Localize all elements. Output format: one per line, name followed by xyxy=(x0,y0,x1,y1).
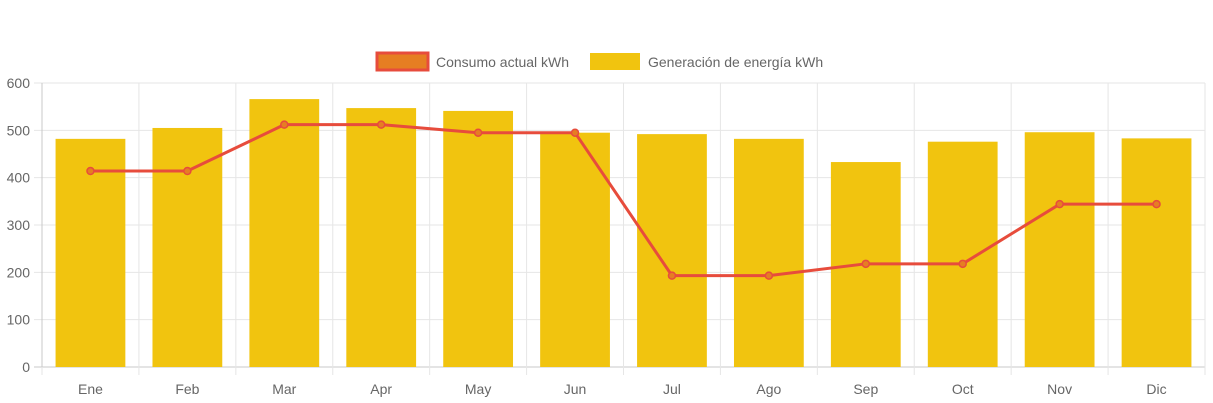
x-tick-label: Ene xyxy=(78,381,103,397)
bar-ago[interactable] xyxy=(733,138,804,367)
legend-label-generacion: Generación de energía kWh xyxy=(648,54,823,70)
x-tick-label: Feb xyxy=(175,381,199,397)
bar-feb[interactable] xyxy=(152,127,223,367)
x-tick-label: Oct xyxy=(952,381,974,397)
legend: Consumo actual kWh Generación de energía… xyxy=(375,51,823,72)
x-tick-label: Ago xyxy=(756,381,781,397)
legend-item-consumo[interactable]: Consumo actual kWh xyxy=(375,51,569,72)
y-tick-label: 600 xyxy=(7,75,31,91)
bar-oct[interactable] xyxy=(927,141,998,367)
x-tick-label: Apr xyxy=(370,381,392,397)
consumo-point-nov[interactable] xyxy=(1055,199,1064,209)
consumo-point-apr[interactable] xyxy=(376,120,386,129)
consumo-point-mar[interactable] xyxy=(280,120,289,129)
x-tick-label: Jul xyxy=(663,381,681,397)
consumo-point-jul[interactable] xyxy=(667,271,677,280)
bar-ene[interactable] xyxy=(55,138,126,367)
x-tick-label: Nov xyxy=(1047,381,1072,397)
bar-series-generacion xyxy=(55,99,1192,368)
legend-label-consumo: Consumo actual kWh xyxy=(436,54,569,70)
consumo-point-ago[interactable] xyxy=(764,271,774,280)
y-tick-label: 500 xyxy=(7,122,31,138)
consumo-line xyxy=(90,123,1157,278)
legend-swatch-generacion xyxy=(590,53,640,70)
y-tick-label: 100 xyxy=(7,312,31,328)
bar-may[interactable] xyxy=(443,110,514,367)
x-tick-label: Dic xyxy=(1146,381,1166,397)
bar-nov[interactable] xyxy=(1024,132,1095,367)
bar-jun[interactable] xyxy=(540,132,610,367)
consumo-point-oct[interactable] xyxy=(958,259,967,269)
y-tick-label: 200 xyxy=(7,264,31,280)
bar-jul[interactable] xyxy=(637,134,707,367)
bar-dic[interactable] xyxy=(1121,138,1192,367)
y-tick-label: 300 xyxy=(7,217,31,233)
consumo-point-ene[interactable] xyxy=(86,166,95,176)
x-axis: Ene Feb Mar Apr May Jun Jul Ago Sep Oct Nov Dic xyxy=(78,381,1167,397)
grid xyxy=(34,82,1206,375)
line-series-consumo xyxy=(86,120,1161,280)
x-tick-label: Mar xyxy=(272,381,296,397)
consumo-point-dic[interactable] xyxy=(1152,199,1161,209)
bar-apr[interactable] xyxy=(346,108,417,367)
consumo-point-sep[interactable] xyxy=(861,259,871,269)
x-tick-label: Sep xyxy=(853,381,878,397)
y-tick-label: 0 xyxy=(22,359,30,375)
x-tick-label: Jun xyxy=(564,381,587,397)
consumo-point-feb[interactable] xyxy=(183,166,192,176)
y-tick-label: 400 xyxy=(7,170,31,186)
legend-swatch-consumo xyxy=(375,51,430,72)
x-tick-label: May xyxy=(465,381,491,397)
consumo-point-jun[interactable] xyxy=(570,128,580,137)
y-axis: 0 100 200 300 400 500 600 xyxy=(7,75,43,375)
bar-mar[interactable] xyxy=(249,99,320,368)
consumo-point-may[interactable] xyxy=(473,128,483,137)
legend-item-generacion[interactable]: Generación de energía kWh xyxy=(590,53,823,70)
